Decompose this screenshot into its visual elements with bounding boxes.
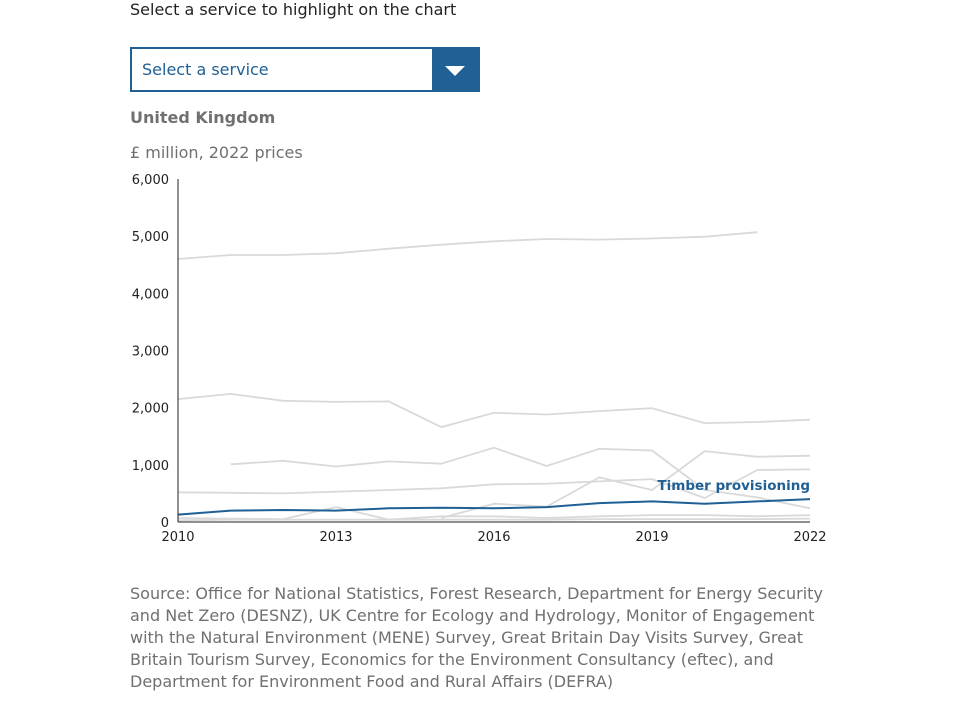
y-tick-label: 0: [161, 516, 169, 531]
series-line: [177, 231, 758, 260]
y-tick-label: 4,000: [132, 287, 169, 302]
series-line: [441, 450, 811, 519]
line-chart: 0 1,000 2,000 3,000 4,000 5,000 6,000 2010 2013 2…: [132, 173, 827, 545]
y-tick-label: 6,000: [132, 173, 169, 188]
x-tick-label: 2022: [793, 530, 826, 545]
series-line: [230, 446, 811, 510]
y-tick-label: 5,000: [132, 230, 169, 245]
x-tick-label: 2013: [319, 530, 352, 545]
series-line: [177, 393, 811, 428]
series-line: [177, 517, 811, 522]
x-tick-label: 2016: [477, 530, 510, 545]
service-select-value: Select a service: [142, 60, 269, 79]
service-select[interactable]: Select a service: [130, 47, 480, 92]
y-tick-label: 1,000: [132, 459, 169, 474]
highlighted-series-label: Timber provisioning: [657, 478, 810, 494]
y-tick-label: 3,000: [132, 345, 169, 360]
x-tick-label: 2010: [161, 530, 194, 545]
chevron-down-icon[interactable]: [432, 49, 478, 90]
series-line: [177, 468, 811, 499]
source-note: Source: Office for National Statistics, …: [130, 584, 823, 691]
x-tick-label: 2019: [635, 530, 668, 545]
highlighted-series-line: [177, 498, 811, 516]
select-prompt: Select a service to highlight on the cha…: [130, 0, 457, 19]
chart-title: United Kingdom: [130, 108, 276, 127]
chart-subtitle: £ million, 2022 prices: [130, 143, 303, 162]
y-tick-label: 2,000: [132, 402, 169, 417]
